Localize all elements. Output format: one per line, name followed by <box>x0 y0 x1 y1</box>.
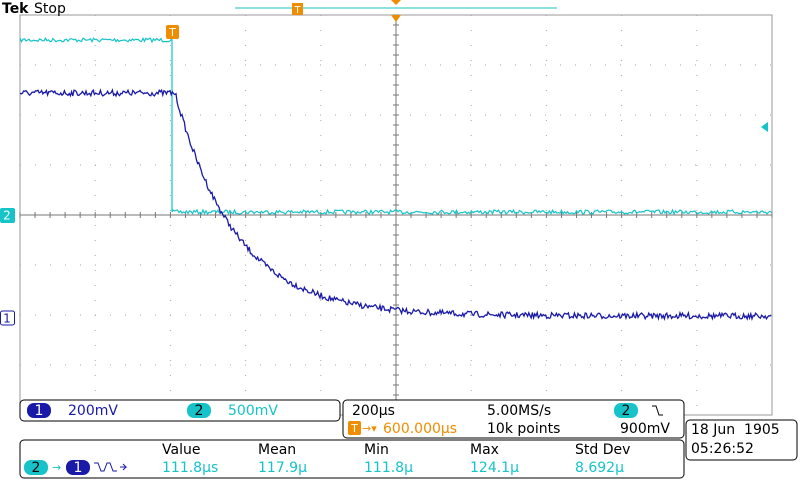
channel-1-badge <box>27 403 51 418</box>
center-marker <box>391 0 401 5</box>
delay-icon <box>94 462 128 472</box>
measure-source: 2 <box>32 460 41 476</box>
time-scale: 200µs <box>352 403 395 419</box>
arrow: →▾ <box>362 422 377 435</box>
record-length: 10k points <box>487 421 560 437</box>
measurement-value: 8.692µ <box>575 460 624 476</box>
channel-1-number: 1 <box>35 403 44 419</box>
trigger-badge <box>348 421 361 435</box>
measurement-value: 111.8µ <box>364 460 413 476</box>
channel-1-marker-label: 1 <box>3 312 11 326</box>
acquisition-status: Stop <box>34 1 66 17</box>
channel-2-number: 2 <box>195 403 204 419</box>
measure-target-badge <box>66 460 90 475</box>
timebase-panel <box>342 399 685 439</box>
arrow: → <box>52 461 61 474</box>
channel-2-trace <box>19 37 772 216</box>
time: 05:26:52 <box>691 441 754 457</box>
trigger-level: 900mV <box>620 421 670 437</box>
measurement-header: Min <box>364 442 389 458</box>
sample-rate: 5.00MS/s <box>487 403 551 419</box>
graticule <box>19 14 773 416</box>
trigger-position: 600.000µs <box>383 421 457 437</box>
trigger-position-marker <box>292 3 303 15</box>
trigger-source-badge <box>614 403 638 418</box>
trigger-level-marker <box>761 122 768 132</box>
brand: Tek <box>2 1 29 17</box>
falling-edge-icon <box>652 405 663 416</box>
trigger-time-marker <box>391 15 401 22</box>
trigger-marker-label: T <box>168 26 176 39</box>
measurement-header: Value <box>162 442 200 458</box>
measurement-header: Max <box>470 442 499 458</box>
trigger-marker-label: T <box>293 5 301 16</box>
measurement-header: Mean <box>258 442 296 458</box>
measurement-panel <box>19 439 685 479</box>
measure-source-badge <box>24 460 48 475</box>
channel-1-ground-marker <box>0 310 15 326</box>
measurement-header: Std Dev <box>575 442 630 458</box>
date: 18 Jun 1905 <box>691 422 780 438</box>
measurement-value: 117.9µ <box>258 460 307 476</box>
trigger-source: 2 <box>622 403 631 419</box>
channel-2-scale: 500mV <box>228 403 278 419</box>
channel-panel <box>19 399 341 422</box>
trigger-marker <box>166 25 179 39</box>
clock-panel <box>685 419 798 461</box>
trigger-badge-label: T <box>350 422 358 435</box>
measure-target: 1 <box>74 460 83 476</box>
measurement-value: 111.8µs <box>162 460 218 476</box>
measurement-value: 124.1µ <box>470 460 519 476</box>
channel-2-marker-label: 2 <box>3 209 11 223</box>
channel-2-badge <box>187 403 211 418</box>
channel-2-ground-marker <box>0 208 15 223</box>
channel-1-trace <box>19 88 772 322</box>
channel-1-scale: 200mV <box>68 403 118 419</box>
